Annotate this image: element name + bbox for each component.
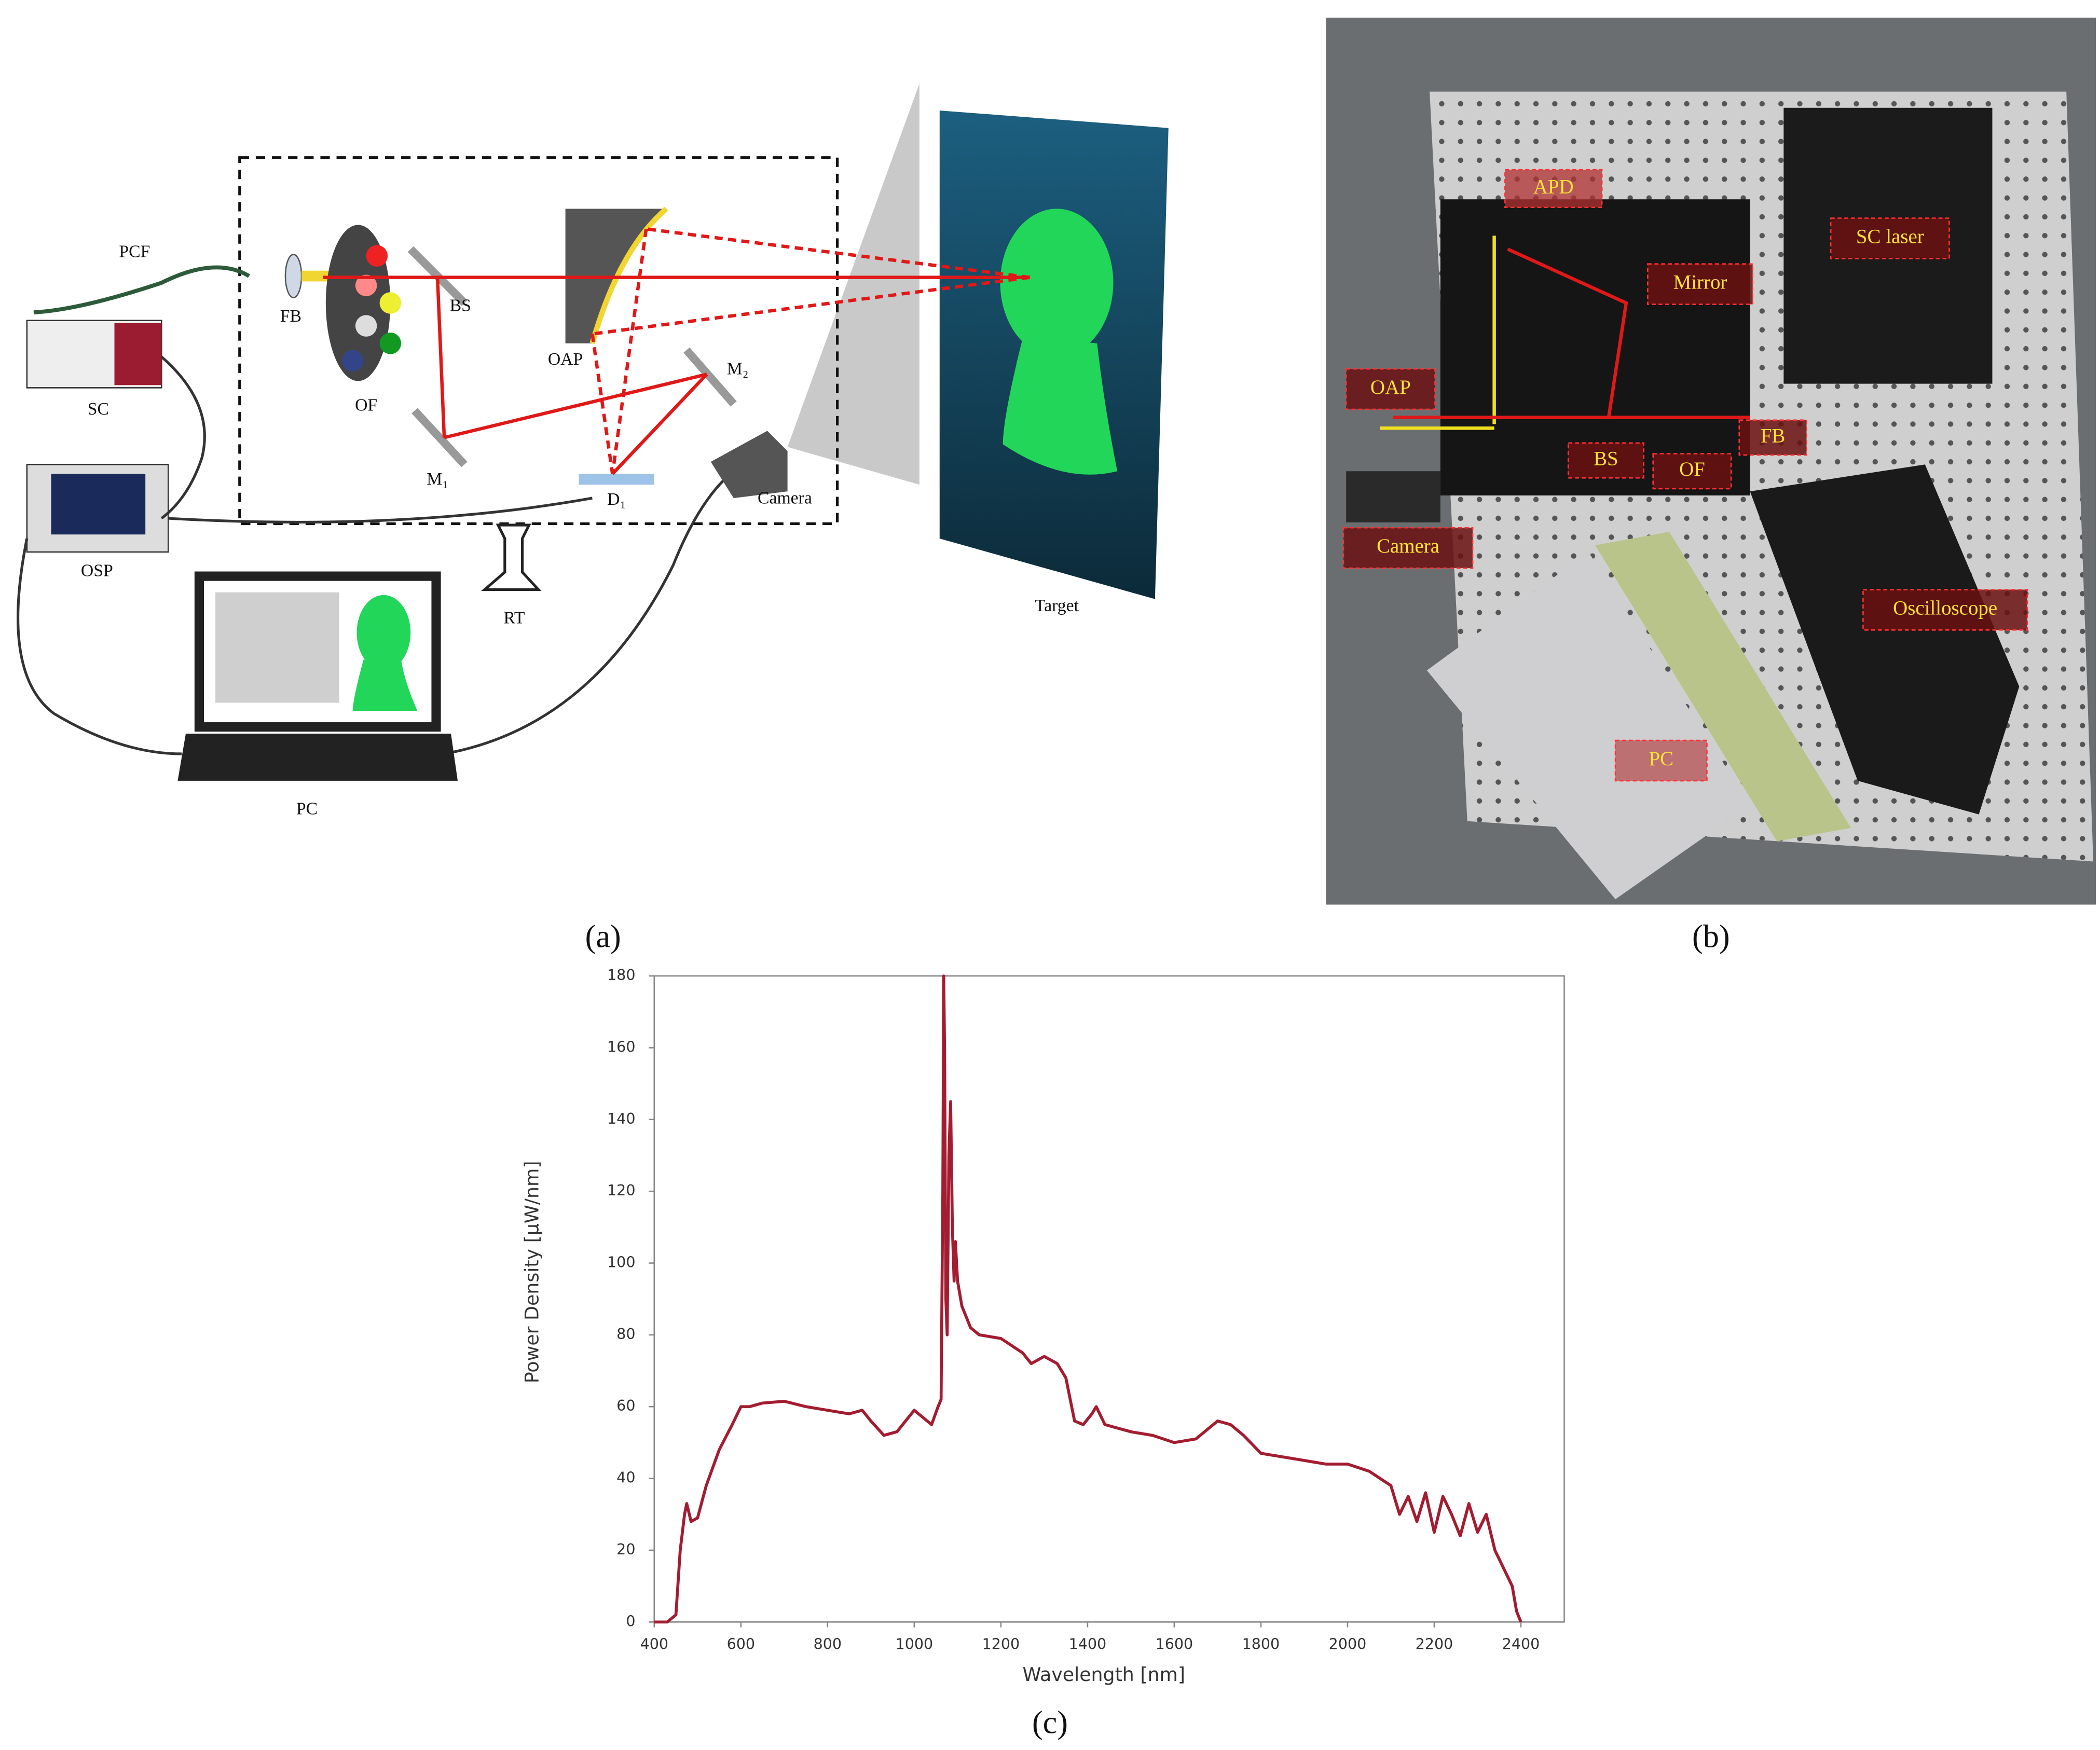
m1-mirror <box>411 408 468 467</box>
tag: SC laser <box>1856 225 1924 247</box>
yellow-beams <box>1380 236 1496 430</box>
y-tick-label: 0 <box>626 1613 635 1630</box>
x-tick-label: 2200 <box>1416 1635 1453 1652</box>
spectrum-chart: Wavelength [nm] Power Density [μW/nm] (c… <box>520 967 1565 1740</box>
camera-fov <box>787 84 919 485</box>
y-axis-label: Power Density [μW/nm] <box>520 1161 543 1383</box>
beams <box>323 227 1031 475</box>
rotation-table <box>481 523 542 591</box>
label: OSP <box>81 561 113 581</box>
label: OF <box>355 395 377 415</box>
panel-label: (c) <box>1032 1705 1068 1740</box>
lens <box>284 254 303 298</box>
tag: Camera <box>1377 535 1439 557</box>
label: OAP <box>548 350 583 369</box>
x-tick-label: 400 <box>640 1635 668 1652</box>
x-tick-label: 2000 <box>1329 1635 1367 1652</box>
label: RT <box>503 608 525 627</box>
y-tick-label: 40 <box>616 1469 635 1486</box>
laptop <box>1426 552 1750 900</box>
cables <box>17 355 735 755</box>
red-beams <box>1393 247 1750 419</box>
label: M₁ <box>427 470 448 489</box>
label: PC <box>296 800 318 819</box>
spectrum-line <box>654 974 1522 1624</box>
panel-label: (b) <box>1692 919 1730 954</box>
y-tick-label: 160 <box>607 1038 635 1055</box>
label: M₂ <box>727 359 749 378</box>
neck <box>1003 336 1118 475</box>
osp-screen <box>51 474 146 535</box>
enclosure <box>238 156 839 525</box>
photo: APD SC laser Mirror OAP FB BS OF Camera … <box>1326 17 2096 954</box>
x-tick-label: 1200 <box>982 1635 1020 1652</box>
label: FB <box>280 307 301 326</box>
fiber <box>33 265 250 314</box>
y-tick-label: 140 <box>607 1110 635 1127</box>
x-axis-label: Wavelength [nm] <box>1022 1663 1185 1686</box>
x-tick-label: 1800 <box>1242 1635 1280 1652</box>
head <box>1000 209 1114 357</box>
m2-mirror <box>683 347 737 407</box>
x-tick-label: 1600 <box>1156 1635 1193 1652</box>
laptop-screen <box>1595 531 1851 842</box>
tag: OF <box>1679 458 1705 480</box>
y-tick-label: 180 <box>607 967 635 984</box>
x-tick-label: 2400 <box>1502 1635 1540 1652</box>
y-tick-label: 60 <box>616 1397 635 1414</box>
y-tick-label: 120 <box>607 1182 635 1199</box>
label: Target <box>1035 596 1079 615</box>
tag: FB <box>1761 424 1786 447</box>
tag: APD <box>1533 175 1574 198</box>
schematic: PCF SC OSP FB OF BS OAP M₁ M₂ D₁ Camera … <box>17 84 1169 954</box>
camera-body <box>710 431 788 499</box>
y-tick-label: 20 <box>616 1541 635 1558</box>
label: PCF <box>119 242 150 261</box>
x-tick-label: 800 <box>814 1635 842 1652</box>
x-tick-label: 1000 <box>896 1635 934 1652</box>
tag: BS <box>1594 447 1618 470</box>
label: D₁ <box>607 490 626 509</box>
plot-frame <box>653 975 1565 1623</box>
camera-lens <box>1346 471 1440 522</box>
panel-label: (a) <box>585 919 621 954</box>
x-tick-label: 600 <box>727 1635 755 1652</box>
oscilloscope <box>1750 464 2020 815</box>
label: SC <box>88 399 109 419</box>
y-tick-label: 100 <box>607 1254 635 1271</box>
label: Camera <box>758 488 812 507</box>
sc-panel <box>114 323 162 385</box>
tag: Mirror <box>1673 271 1727 294</box>
beam-color <box>301 270 328 282</box>
pc-keyboard <box>177 734 458 781</box>
detector <box>579 474 654 485</box>
tag: OAP <box>1370 376 1411 398</box>
label: BS <box>450 296 471 315</box>
tag: PC <box>1649 748 1673 770</box>
x-tick-label: 1400 <box>1069 1635 1107 1652</box>
tag: Oscilloscope <box>1893 597 1997 619</box>
y-tick-label: 80 <box>616 1326 635 1343</box>
photo-tags <box>1342 169 2028 782</box>
